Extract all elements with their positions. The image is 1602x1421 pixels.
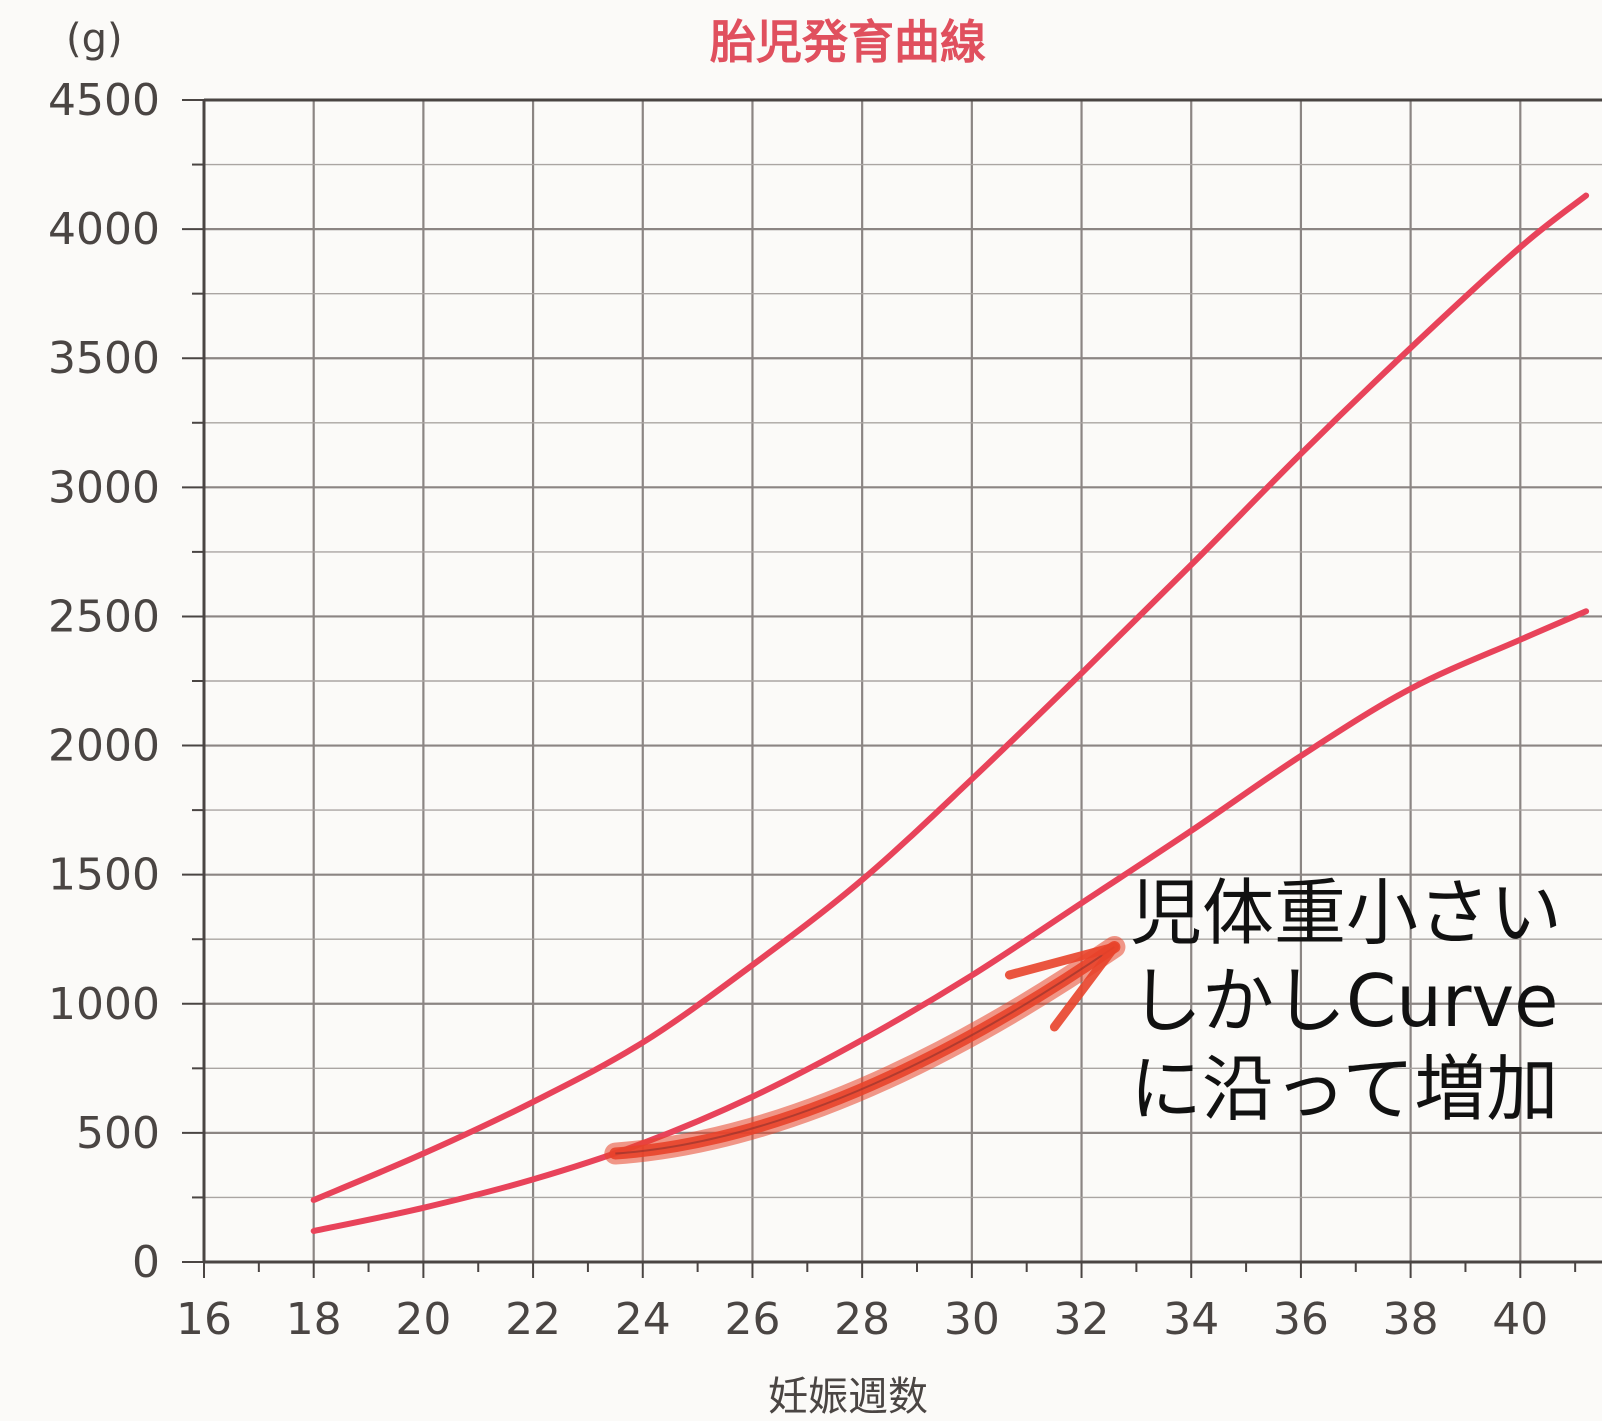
y-tick-label: 4500 — [48, 75, 160, 126]
grid-lines — [204, 100, 1602, 1262]
y-tick-label: 3500 — [48, 333, 160, 384]
x-tick-label: 20 — [395, 1294, 451, 1345]
series-line-1 — [310, 192, 1590, 1204]
annotation-arrow-head — [1004, 942, 1119, 1032]
x-tick-label: 16 — [176, 1294, 232, 1345]
x-tick-label: 34 — [1163, 1294, 1219, 1345]
x-tick-label: 36 — [1273, 1294, 1329, 1345]
y-tick-label: 2500 — [48, 591, 160, 642]
x-tick-label: 40 — [1492, 1294, 1548, 1345]
y-tick-label: 0 — [132, 1237, 160, 1288]
x-tick-label: 38 — [1383, 1294, 1439, 1345]
x-axis-label: 妊娠週数 — [768, 1374, 928, 1420]
y-tick-label: 3000 — [48, 462, 160, 513]
chart-title: 胎児発育曲線 — [710, 15, 986, 69]
annotation-arrow-pencil-line — [615, 946, 1116, 1155]
annotation-arrow-layer — [604, 935, 1126, 1165]
x-tick-label: 22 — [505, 1294, 561, 1345]
annotation-note-line-3: に沿って増加 — [1130, 1047, 1558, 1131]
x-tick-label: 26 — [724, 1294, 780, 1345]
y-tick-label: 4000 — [48, 204, 160, 255]
series-line-2 — [310, 608, 1590, 1235]
annotation-note-line-2: しかしCurve — [1130, 959, 1558, 1043]
x-tick-label: 30 — [944, 1294, 1000, 1345]
tick-labels: 0 500 1000 1500 2000 2500 3000 3500 4000 4500 16 18… — [48, 75, 1548, 1345]
y-tick-label: 1500 — [48, 850, 160, 901]
y-tick-label: 1000 — [48, 979, 160, 1030]
x-tick-label: 32 — [1054, 1294, 1110, 1345]
annotation-note-line-1: 児体重小さい — [1130, 871, 1562, 955]
x-tick-label: 28 — [834, 1294, 890, 1345]
y-axis-unit-label: (g) — [66, 16, 123, 62]
series-layer — [310, 192, 1590, 1235]
axis-frame — [182, 98, 1602, 1278]
x-tick-label: 18 — [286, 1294, 342, 1345]
x-tick-label: 24 — [615, 1294, 671, 1345]
y-tick-label: 500 — [76, 1108, 160, 1159]
y-tick-label: 2000 — [48, 721, 160, 772]
